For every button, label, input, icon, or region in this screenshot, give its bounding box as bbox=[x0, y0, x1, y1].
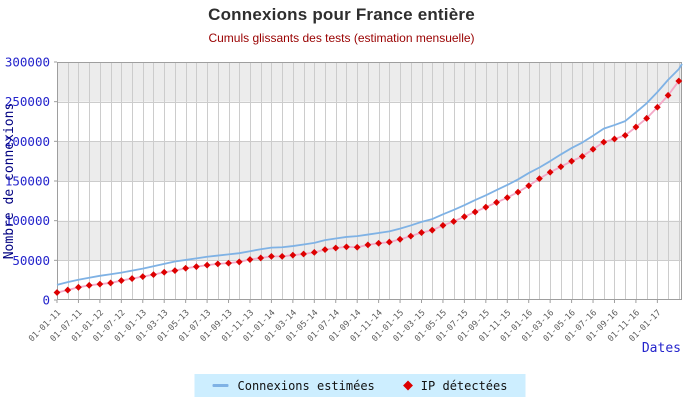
detected-ip-point bbox=[557, 163, 565, 171]
detected-ip-point bbox=[182, 264, 190, 272]
detected-ip-point bbox=[675, 77, 683, 85]
detected-ip-point bbox=[53, 289, 61, 296]
detected-ip-point bbox=[664, 91, 672, 99]
detected-ip-point bbox=[611, 135, 618, 143]
detected-ip-point bbox=[396, 235, 404, 243]
y-tick-label: 100000 bbox=[5, 213, 50, 228]
detected-ip-point bbox=[503, 194, 511, 202]
legend-item-estimated-connections: Connexions estimées bbox=[212, 378, 375, 393]
x-axis-tick-labels: 01-01-1101-07-1101-01-1201-07-1201-01-13… bbox=[27, 300, 663, 344]
detected-ip-point bbox=[493, 199, 500, 206]
detected-ip-point bbox=[117, 277, 125, 284]
estimated-connections-line bbox=[56, 63, 683, 286]
detected-ip-point bbox=[128, 275, 136, 282]
legend-item-detected-ip: IP détectées bbox=[403, 378, 508, 393]
detected-ip-point bbox=[568, 157, 575, 165]
detected-ip-point bbox=[268, 252, 275, 260]
detected-ip-point bbox=[310, 249, 318, 256]
detected-ip-point bbox=[460, 213, 468, 221]
detected-ip-point bbox=[536, 175, 543, 183]
detected-ip-point bbox=[643, 114, 651, 122]
detected-ip-point bbox=[621, 131, 629, 139]
band bbox=[57, 141, 682, 181]
detected-diamond-swatch-icon bbox=[403, 380, 414, 391]
detected-ip-point bbox=[450, 218, 458, 225]
detected-ip-point bbox=[439, 222, 447, 229]
y-tick-label: 50000 bbox=[12, 253, 50, 268]
detected-ip-point bbox=[160, 268, 168, 276]
detected-ip-point bbox=[578, 153, 586, 160]
detected-ip-point bbox=[375, 239, 383, 247]
detected-ip-point bbox=[150, 271, 157, 279]
detected-ip-point bbox=[64, 286, 72, 294]
detected-ip-point bbox=[428, 226, 436, 234]
y-tick-label: 150000 bbox=[5, 174, 50, 189]
detected-ip-point bbox=[653, 103, 661, 111]
chart-canvas: 0 50000 100000 150000 200000 250000 300000 01-0… bbox=[2, 55, 683, 356]
detected-ip-point bbox=[385, 238, 393, 246]
detected-ip-point bbox=[364, 241, 372, 249]
detected-ip-point bbox=[139, 273, 147, 280]
detected-ip-point bbox=[418, 229, 425, 236]
detected-ip-point bbox=[214, 260, 222, 268]
detected-ip-point bbox=[235, 258, 243, 266]
band bbox=[57, 62, 682, 102]
y-tick-label: 0 bbox=[42, 293, 50, 308]
y-axis-tick-labels: 0 50000 100000 150000 200000 250000 300000 bbox=[5, 55, 57, 308]
detected-ip-point bbox=[343, 243, 350, 251]
detected-ip-point bbox=[75, 283, 82, 291]
plot-area: 0 50000 100000 150000 200000 250000 300000 01-0… bbox=[2, 55, 683, 356]
plot-border bbox=[57, 62, 682, 300]
detected-ip-point bbox=[589, 145, 597, 153]
detected-ip-point bbox=[85, 281, 93, 289]
detected-ip-point bbox=[257, 254, 265, 262]
detected-ip-point bbox=[353, 243, 361, 251]
x-axis-title: Dates bbox=[642, 341, 681, 356]
detected-ip-points bbox=[53, 77, 683, 296]
y-tick-label: 300000 bbox=[5, 55, 50, 70]
estimated-line-swatch-icon bbox=[212, 384, 229, 387]
detected-ip-point bbox=[525, 182, 533, 190]
detected-ip-point bbox=[600, 138, 608, 146]
detected-ip-point bbox=[96, 280, 104, 288]
detected-ip-point bbox=[407, 232, 415, 240]
detected-ip-point bbox=[203, 261, 211, 269]
horizontal-gridlines bbox=[57, 102, 682, 261]
y-axis-title: Nombre de connexions bbox=[2, 103, 17, 260]
detected-ip-point bbox=[289, 251, 297, 259]
detected-ip-point bbox=[246, 256, 254, 263]
detected-ip-point bbox=[171, 267, 179, 275]
detected-ip-point bbox=[192, 263, 200, 271]
detected-ip-point bbox=[482, 203, 490, 211]
detected-ip-point bbox=[321, 246, 329, 254]
detected-ip-point bbox=[632, 123, 640, 131]
detected-ip-point bbox=[300, 250, 307, 258]
legend: Connexions estimées IP détectées bbox=[194, 374, 526, 397]
detected-ip-point bbox=[471, 208, 479, 216]
detected-ip-point bbox=[546, 168, 554, 176]
y-tick-label: 250000 bbox=[5, 94, 50, 109]
y-tick-label: 200000 bbox=[5, 134, 50, 149]
detected-ip-point bbox=[278, 252, 286, 260]
band bbox=[57, 220, 682, 261]
detected-ip-point bbox=[332, 244, 340, 252]
legend-label-detected-ip: IP détectées bbox=[420, 378, 508, 393]
chart-subtitle: Cumuls glissants des tests (estimation m… bbox=[208, 31, 475, 45]
detected-ip-point bbox=[514, 188, 522, 196]
legend-label-estimated-connections: Connexions estimées bbox=[237, 378, 375, 393]
detected-ip-point bbox=[107, 279, 115, 287]
detected-ip-point bbox=[225, 259, 232, 267]
chart-title: Connexions pour France entière bbox=[208, 5, 475, 24]
